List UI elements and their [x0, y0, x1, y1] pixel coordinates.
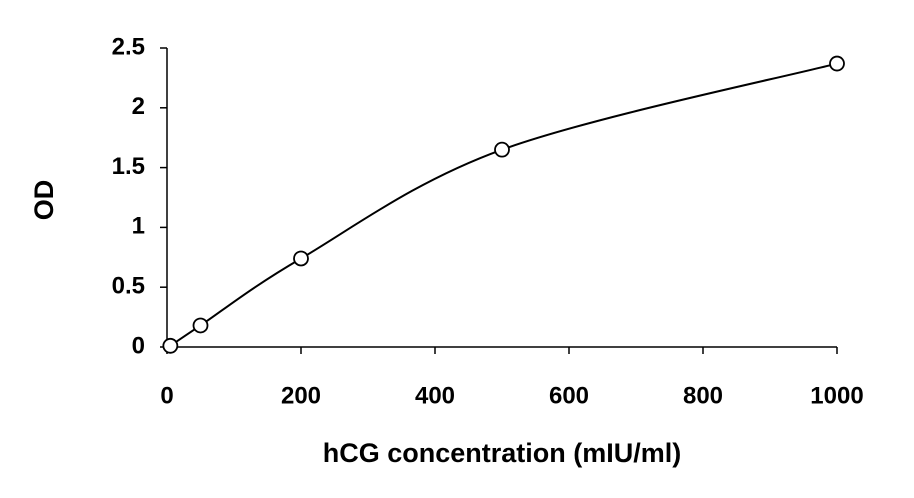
x-tick-label: 600	[549, 382, 589, 409]
x-tick-label: 1000	[810, 382, 863, 409]
y-tick-label: 0.5	[112, 273, 145, 300]
data-point	[162, 337, 179, 354]
x-tick-label: 0	[160, 382, 173, 409]
x-tick-label: 200	[281, 382, 321, 409]
y-axis-title: OD	[29, 180, 59, 221]
y-tick-label: 2	[132, 93, 145, 120]
x-tick-label: 400	[415, 382, 455, 409]
data-point	[494, 141, 510, 158]
data-point	[293, 250, 309, 267]
data-point	[192, 317, 209, 334]
x-axis-title: hCG concentration (mIU/ml)	[323, 438, 682, 468]
y-tick-label: 1.5	[112, 153, 145, 180]
data-point	[829, 55, 845, 72]
y-tick-label: 2.5	[112, 33, 145, 60]
trend-line	[169, 62, 838, 347]
y-tick-label: 1	[132, 213, 145, 240]
y-tick-label: 0	[132, 332, 145, 359]
x-tick-label: 800	[683, 382, 723, 409]
